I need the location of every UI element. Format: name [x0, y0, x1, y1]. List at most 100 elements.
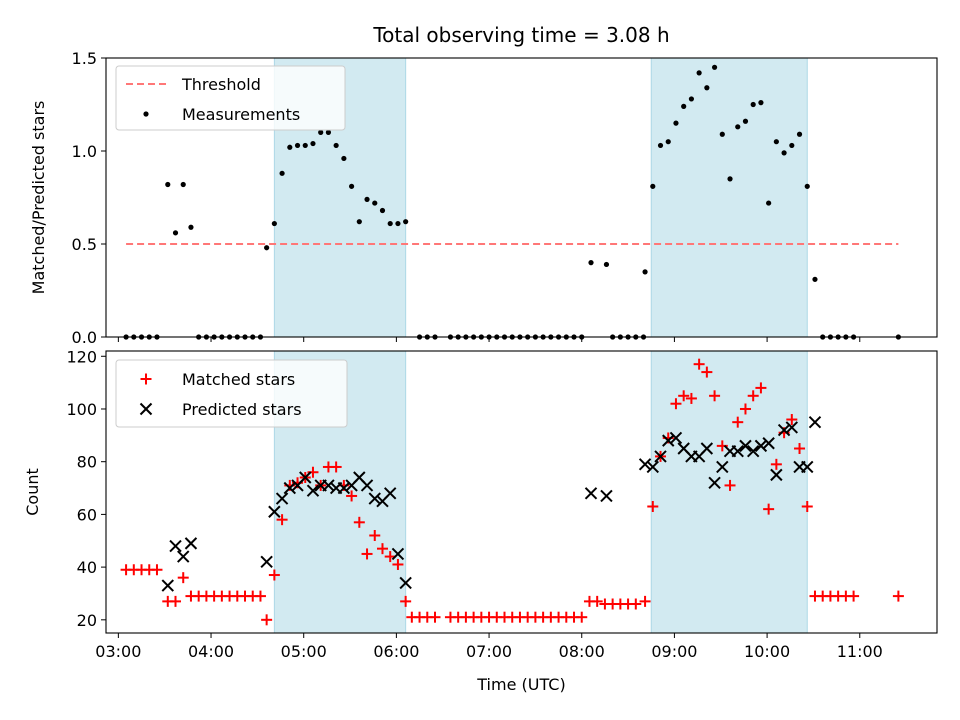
measurement-point: [364, 196, 370, 202]
measurement-point: [642, 269, 648, 275]
predicted-star-point: [716, 460, 729, 474]
predicted-star-point: [669, 431, 683, 445]
matched-star-point: [755, 382, 767, 394]
measurement-point: [588, 260, 594, 266]
measurement-point: [766, 200, 772, 206]
measurement-point: [750, 101, 756, 108]
measurement-point: [773, 139, 779, 145]
y-tick-label: 100: [66, 400, 97, 419]
x-tick-label: 04:00: [188, 642, 234, 661]
matched-star-point: [591, 595, 603, 607]
predicted-star-point: [785, 421, 799, 434]
legend-x-marker: [139, 402, 153, 416]
measurement-point: [395, 220, 401, 227]
legend-measurements-swatch: [143, 111, 149, 117]
measurement-point: [696, 70, 702, 76]
count-y-axis-label: Count: [23, 468, 42, 516]
predicted-star-point: [731, 444, 744, 458]
measurement-point: [603, 261, 610, 268]
legend-measurements-label: Measurements: [182, 105, 300, 124]
matched-star-point: [701, 366, 713, 378]
ratio-x-ticks: [117, 337, 861, 342]
measurement-point: [735, 124, 741, 130]
matched-star-point: [384, 551, 396, 563]
matched-star-point: [353, 516, 365, 528]
cross-b: [322, 479, 335, 492]
cross-b: [677, 442, 690, 455]
measurement-point: [657, 142, 664, 149]
matched-star-point: [170, 595, 182, 607]
x-tick-label: 06:00: [373, 642, 419, 661]
matched-star-point: [630, 598, 642, 610]
measurement-point: [387, 220, 393, 227]
ratio-y-axis-label: Matched/Predicted stars: [29, 101, 48, 295]
cross-b: [161, 579, 174, 592]
matched-star-point: [429, 611, 441, 623]
predicted-star-point: [306, 484, 320, 497]
ratio-legend-box: [115, 65, 346, 131]
measurement-point: [727, 176, 733, 182]
predicted-star-point: [275, 492, 289, 505]
predicted-star-point: [177, 550, 190, 563]
predicted-star-point: [777, 423, 791, 437]
measurement-point: [333, 142, 339, 149]
cross-b: [654, 450, 667, 463]
predicted-star-point: [391, 547, 405, 561]
matched-star-point: [400, 595, 412, 607]
matched-star-point: [763, 503, 775, 515]
ratio-plot-area: [123, 64, 901, 340]
predicted-star-point: [299, 471, 312, 484]
cross-b: [746, 444, 760, 458]
predicted-star-point: [337, 481, 351, 495]
cross-b: [283, 481, 297, 495]
cross-b: [708, 476, 721, 489]
matched-star-point: [739, 403, 751, 415]
count-axes-frame: [105, 350, 938, 634]
measurement-point: [681, 103, 687, 109]
predicted-star-point: [700, 442, 714, 455]
predicted-star-point: [322, 479, 335, 492]
cross-b: [260, 555, 273, 569]
cross-b: [384, 487, 397, 500]
count-panel: 03:00 04:00 05:00 06:00 07:00 08:00 09:00 10:00…: [23, 347, 938, 694]
legend-plus-marker: [140, 373, 152, 385]
matched-star-point: [369, 529, 381, 541]
predicted-star-point: [708, 476, 721, 489]
y-tick-label: 1.5: [72, 49, 97, 68]
y-tick-label: 0.0: [72, 328, 97, 347]
cross-b: [801, 460, 814, 474]
matched-star-point: [330, 461, 342, 473]
cross-b: [754, 439, 768, 453]
y-tick-label: 20: [77, 611, 97, 630]
cross-b: [177, 550, 190, 563]
count-legend-box: [115, 359, 348, 428]
measurement-point: [356, 219, 362, 225]
measurement-point: [704, 85, 710, 91]
count-legend: Matched stars Predicted stars: [115, 359, 348, 428]
measurement-point: [302, 142, 308, 149]
measurement-point: [180, 181, 186, 188]
legend-matched-label: Matched stars: [182, 370, 295, 389]
measurement-point: [673, 120, 679, 126]
matched-star-point: [848, 590, 860, 602]
cross-b: [716, 460, 729, 474]
cross-b: [184, 537, 198, 550]
predicted-star-point: [283, 481, 297, 495]
measurement-point: [403, 219, 409, 225]
matched-star-point: [770, 458, 782, 470]
cross-b: [275, 492, 289, 505]
matched-star-point: [361, 548, 373, 560]
matched-star-point: [151, 564, 163, 576]
predicted-star-point: [600, 489, 613, 503]
cross-b: [646, 460, 659, 474]
cross-b: [762, 437, 775, 450]
predicted-star-point: [808, 415, 822, 429]
cross-b: [337, 481, 351, 495]
cross-b: [584, 487, 598, 500]
y-tick-label: 0.5: [72, 235, 97, 254]
matched-star-point: [346, 490, 358, 502]
measurement-point: [264, 245, 270, 251]
measurement-point: [318, 129, 324, 135]
matched-star-point: [747, 390, 759, 402]
